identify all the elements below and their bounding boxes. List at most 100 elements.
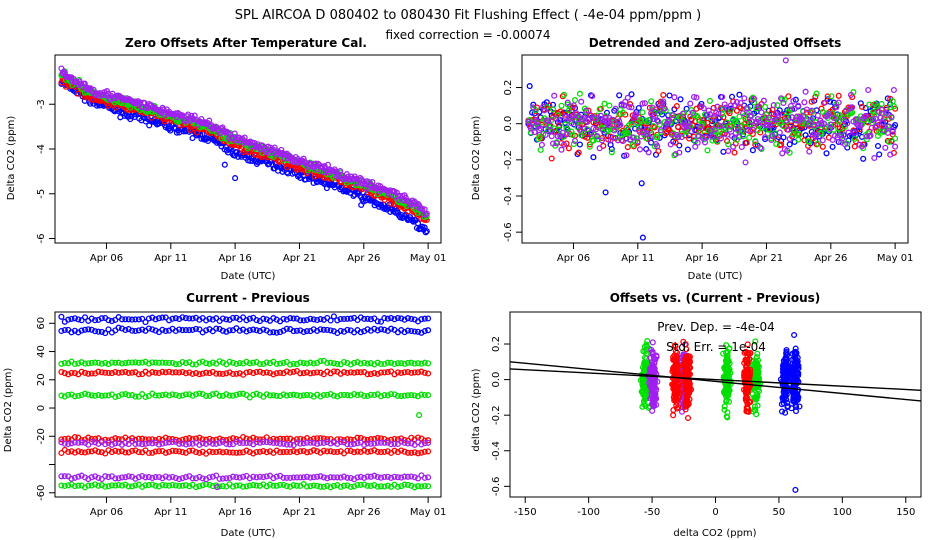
point-red xyxy=(162,369,169,376)
point-green xyxy=(179,482,186,489)
point-purple xyxy=(877,114,884,121)
point-blue xyxy=(892,122,899,129)
point-green xyxy=(401,392,408,399)
point-red xyxy=(250,369,257,377)
point-red xyxy=(229,370,237,378)
point-purple xyxy=(722,104,729,111)
point-green xyxy=(411,360,418,367)
point-green xyxy=(142,482,149,489)
y-axis-label-bottom-left: Delta CO2 (ppm) xyxy=(3,368,14,453)
point-blue xyxy=(172,315,179,322)
point-blue xyxy=(425,315,432,322)
y-tick-label: 40 xyxy=(36,345,47,358)
point-green xyxy=(564,101,571,108)
point-purple xyxy=(714,103,721,110)
panel-bottom-left: Current - Previous Apr 06 Apr 11 Apr 16 Apr… xyxy=(3,291,446,539)
point-blue xyxy=(314,316,321,324)
point-purple xyxy=(162,473,169,480)
point-purple xyxy=(733,99,740,106)
point-purple xyxy=(233,474,240,481)
point-blue xyxy=(280,315,287,322)
point-red xyxy=(747,398,754,406)
x-axis-label-bottom-right: delta CO2 (ppm) xyxy=(673,528,756,539)
point-purple xyxy=(648,110,655,117)
point-blue xyxy=(788,405,795,412)
point-red xyxy=(347,369,354,376)
point-red xyxy=(186,435,193,442)
point-purple xyxy=(61,473,68,480)
point-green xyxy=(162,482,169,489)
point-purple xyxy=(671,94,678,101)
point-purple xyxy=(347,441,354,448)
point-purple xyxy=(374,439,381,446)
point-purple xyxy=(327,474,334,481)
point-green xyxy=(401,481,408,488)
point-green xyxy=(108,359,115,366)
point-green xyxy=(571,97,579,104)
point-red xyxy=(213,448,220,456)
point-blue xyxy=(391,316,398,323)
point-purple xyxy=(800,112,807,120)
point-red xyxy=(418,368,425,375)
point-green xyxy=(266,481,274,488)
point-purple xyxy=(182,474,189,481)
point-green xyxy=(324,359,331,367)
point-purple xyxy=(280,440,287,447)
point-red xyxy=(672,139,679,146)
point-blue xyxy=(159,314,166,321)
point-red xyxy=(223,370,230,377)
point-purple xyxy=(401,473,408,480)
point-green xyxy=(774,102,781,109)
point-green xyxy=(223,391,230,398)
point-purple xyxy=(636,146,644,153)
point-green xyxy=(330,392,337,399)
point-green xyxy=(537,146,544,153)
point-blue xyxy=(58,327,65,335)
chart-title-top-left: Zero Offsets After Temperature Cal. xyxy=(125,36,367,50)
point-purple xyxy=(879,120,886,127)
point-purple xyxy=(715,110,722,117)
point-red xyxy=(273,436,280,443)
point-green xyxy=(635,124,642,131)
plot-area-bottom-left: Apr 06 Apr 11 Apr 16 Apr 21 Apr 26 May 01-60-… xyxy=(36,311,446,518)
x-tick-label: Apr 21 xyxy=(750,253,783,264)
point-purple xyxy=(393,189,400,196)
point-blue xyxy=(408,327,415,335)
point-red xyxy=(744,371,751,378)
point-green-outlier xyxy=(416,412,423,419)
point-purple xyxy=(766,122,774,129)
point-green xyxy=(723,349,730,356)
point-red xyxy=(149,449,156,456)
point-purple xyxy=(213,472,220,479)
point-red xyxy=(562,111,569,118)
point-purple xyxy=(58,439,65,446)
point-purple xyxy=(741,95,748,102)
point-purple xyxy=(553,140,560,147)
point-green xyxy=(556,126,563,133)
point-blue xyxy=(266,329,274,336)
point-green xyxy=(246,482,253,489)
point-red xyxy=(219,449,226,456)
point-red xyxy=(233,370,240,377)
point-red xyxy=(858,103,866,110)
point-purple xyxy=(813,131,820,139)
point-green xyxy=(125,359,132,366)
point-blue xyxy=(260,315,267,322)
point-purple xyxy=(394,474,401,481)
fit-line-1 xyxy=(510,361,921,402)
point-green xyxy=(642,391,649,398)
point-purple xyxy=(236,439,243,447)
x-axis-label-bottom-left: Date (UTC) xyxy=(221,528,276,539)
point-red xyxy=(354,448,361,455)
point-blue xyxy=(219,327,226,334)
point-red xyxy=(401,369,408,376)
point-purple xyxy=(634,138,641,145)
point-blue xyxy=(61,326,68,334)
point-green xyxy=(115,481,122,489)
point-purple xyxy=(88,474,95,481)
point-red xyxy=(670,354,677,361)
chart-title-bottom-right: Offsets vs. (Current - Previous) xyxy=(610,291,821,305)
point-green xyxy=(787,106,794,113)
point-green xyxy=(280,359,287,366)
point-blue xyxy=(300,328,307,336)
